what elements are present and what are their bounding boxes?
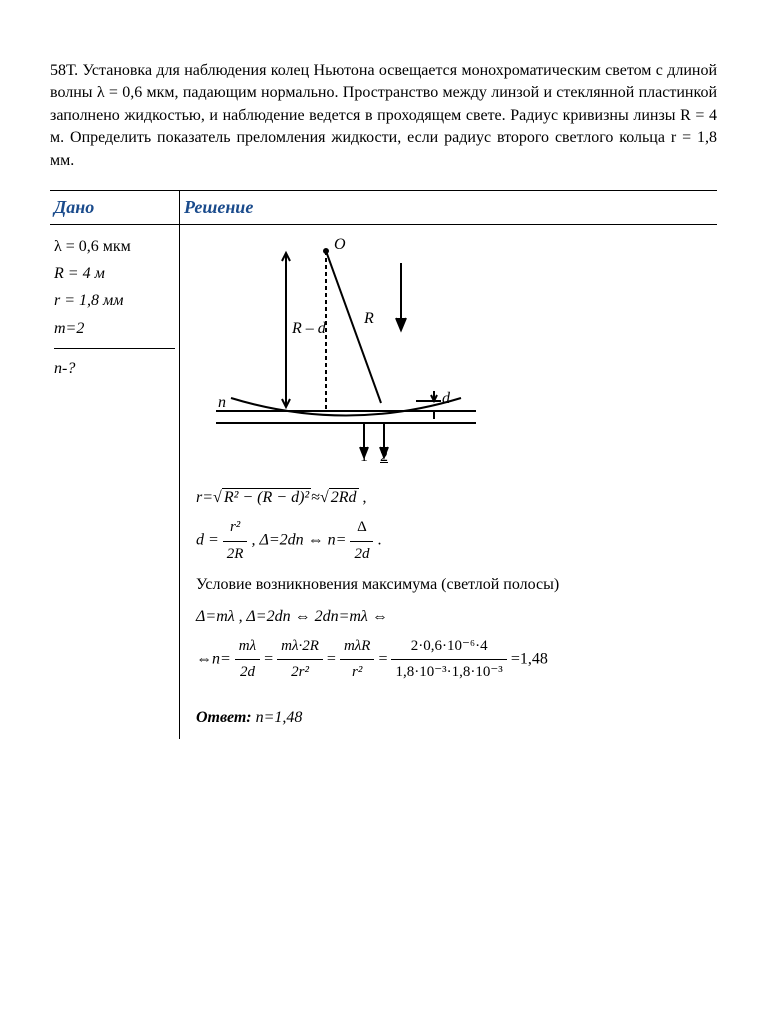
eq-text: , Δ=2dn ⇔ n= bbox=[251, 532, 350, 549]
eq-text: ⇔n= bbox=[196, 650, 235, 667]
sqrt-sign: √ bbox=[320, 489, 329, 506]
diagram-label-O: O bbox=[334, 236, 346, 253]
equation-d: d = r²2R , Δ=2dn ⇔ n= Δ2d . bbox=[196, 515, 713, 567]
diagram-label-1: 1 bbox=[360, 448, 368, 463]
diagram-label-Rmd: R – d bbox=[291, 320, 327, 337]
problem-body: Установка для наблюдения колец Ньютона о… bbox=[50, 62, 717, 169]
solution-table: Дано Решение λ = 0,6 мкм R = 4 м r = 1,8… bbox=[50, 190, 717, 739]
eq-text: 2d bbox=[235, 660, 260, 686]
solution-column: O R R – d d n 1 2 r=√R² − (R − d)²≈√2Rd … bbox=[180, 225, 717, 739]
header-solution: Решение bbox=[180, 190, 717, 225]
eq-text: R² − (R − d)² bbox=[222, 488, 311, 506]
eq-text: . bbox=[377, 532, 381, 549]
eq-text: , bbox=[359, 489, 367, 506]
equation-delta: Δ=mλ , Δ=2dn ⇔ 2dn=mλ ⇔ bbox=[196, 603, 713, 630]
problem-statement: 58Т. Установка для наблюдения колец Ньют… bbox=[50, 60, 717, 172]
find-line: n-? bbox=[54, 348, 175, 382]
eq-text: r² bbox=[223, 515, 248, 542]
condition-text: Условие возникновения максимума (светлой… bbox=[196, 571, 713, 598]
answer: Ответ: n=1,48 bbox=[196, 704, 713, 731]
eq-text: mλR bbox=[340, 634, 375, 661]
newton-rings-diagram: O R R – d d n 1 2 bbox=[216, 233, 713, 472]
eq-text: r² bbox=[340, 660, 375, 686]
given-line: R = 4 м bbox=[54, 260, 175, 287]
header-given: Дано bbox=[50, 190, 180, 225]
eq-text: 2R bbox=[223, 542, 248, 568]
eq-text: ≈ bbox=[311, 489, 320, 506]
diagram-label-2: 2 bbox=[380, 448, 388, 463]
diagram-label-n: n bbox=[218, 394, 226, 411]
eq-text: = bbox=[327, 650, 340, 667]
diagram-label-R: R bbox=[363, 310, 374, 327]
equation-n: ⇔n= mλ2d = mλ·2R2r² = mλRr² = 2·0,6·10⁻⁶… bbox=[196, 634, 713, 686]
eq-text: d = bbox=[196, 532, 223, 549]
diagram-label-d: d bbox=[442, 390, 451, 407]
answer-value: n=1,48 bbox=[252, 709, 303, 726]
answer-label: Ответ: bbox=[196, 709, 252, 726]
eq-text: = bbox=[378, 650, 391, 667]
given-line: r = 1,8 мм bbox=[54, 287, 175, 314]
eq-text: r= bbox=[196, 489, 213, 506]
eq-text: =1,48 bbox=[511, 650, 548, 667]
eq-text: 2Rd bbox=[329, 488, 359, 506]
given-line: λ = 0,6 мкм bbox=[54, 233, 175, 260]
equation-r: r=√R² − (R − d)²≈√2Rd , bbox=[196, 484, 713, 511]
eq-text: 2·0,6·10⁻⁶·4 bbox=[391, 634, 506, 661]
sqrt-sign: √ bbox=[213, 489, 222, 506]
eq-text: Δ bbox=[350, 515, 373, 542]
eq-text: mλ·2R bbox=[277, 634, 323, 661]
given-column: λ = 0,6 мкм R = 4 м r = 1,8 мм m=2 n-? bbox=[50, 225, 180, 739]
problem-number: 58Т. bbox=[50, 62, 78, 79]
eq-text: mλ bbox=[235, 634, 260, 661]
given-line: m=2 bbox=[54, 315, 175, 342]
eq-text: 2d bbox=[350, 542, 373, 568]
eq-text: = bbox=[264, 650, 277, 667]
eq-text: 2r² bbox=[277, 660, 323, 686]
eq-text: 1,8·10⁻³·1,8·10⁻³ bbox=[391, 660, 506, 686]
